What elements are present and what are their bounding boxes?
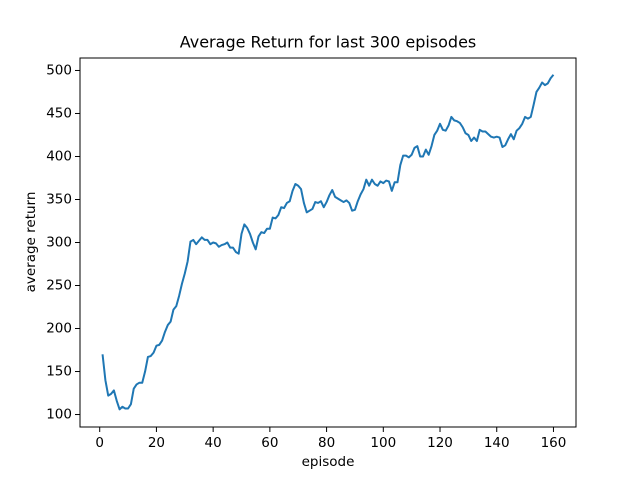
y-tick-label: 300 bbox=[46, 235, 72, 251]
y-tick-label: 250 bbox=[46, 278, 72, 294]
y-axis-label: average return bbox=[23, 192, 39, 293]
x-tick-label: 40 bbox=[205, 435, 222, 451]
y-tick-label: 400 bbox=[46, 148, 72, 164]
y-tick-label: 100 bbox=[46, 407, 72, 423]
x-tick-label: 80 bbox=[318, 435, 335, 451]
x-axis-label: episode bbox=[302, 454, 355, 470]
y-tick-label: 150 bbox=[46, 364, 72, 380]
x-tick-label: 0 bbox=[95, 435, 104, 451]
x-tick-label: 140 bbox=[484, 435, 510, 451]
plot-frame bbox=[79, 57, 577, 428]
x-tick-label: 100 bbox=[370, 435, 396, 451]
x-tick-label: 60 bbox=[261, 435, 278, 451]
y-tick-label: 450 bbox=[46, 105, 72, 121]
x-tick-label: 20 bbox=[148, 435, 165, 451]
y-tick-label: 500 bbox=[46, 62, 72, 78]
x-tick-label: 120 bbox=[427, 435, 453, 451]
chart-title: Average Return for last 300 episodes bbox=[180, 33, 477, 52]
y-tick-label: 200 bbox=[46, 321, 72, 337]
x-tick-label: 160 bbox=[541, 435, 567, 451]
y-tick-label: 350 bbox=[46, 191, 72, 207]
data-line bbox=[101, 74, 555, 411]
